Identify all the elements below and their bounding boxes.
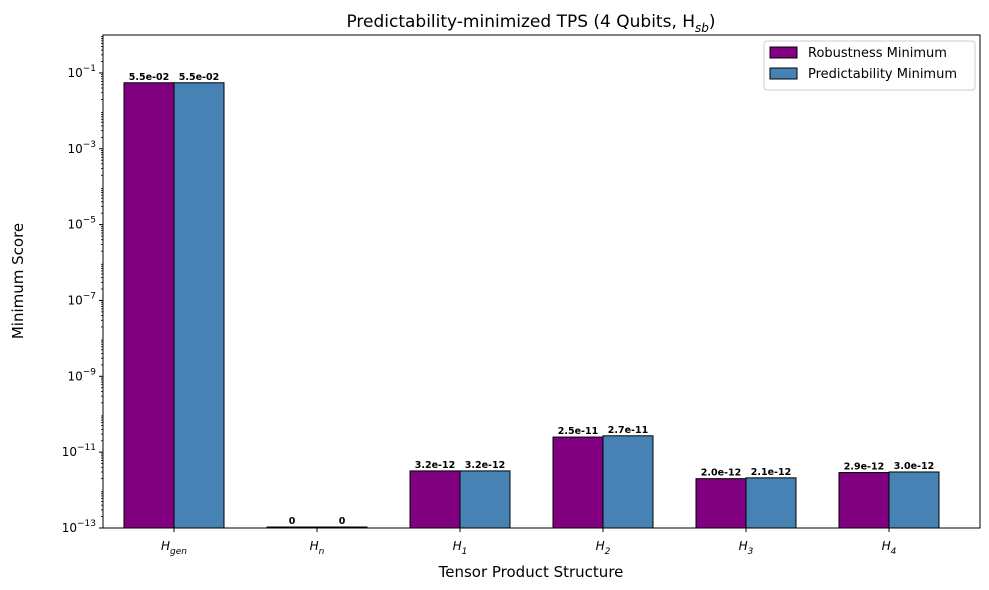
data-label: 3.2e-12 — [465, 460, 505, 471]
x-tick-label: H2 — [596, 539, 611, 557]
data-label: 3.2e-12 — [415, 460, 455, 471]
bar — [459, 470, 511, 529]
y-tick-label: 10−9 — [67, 367, 96, 383]
y-tick-label: 10−13 — [62, 519, 96, 535]
legend: Robustness Minimum Predictability Minimum — [763, 40, 976, 91]
y-tick-label: 10−7 — [67, 291, 96, 307]
legend-label: Predictability Minimum — [808, 67, 957, 82]
data-label: 0 — [339, 516, 346, 527]
data-label: 5.5e-02 — [179, 72, 219, 83]
x-tick-label: Hn — [310, 539, 325, 557]
chart-title: Predictability-minimized TPS (4 Qubits, … — [346, 12, 715, 35]
legend-box — [763, 40, 976, 91]
legend-swatch — [769, 46, 798, 59]
bar — [409, 470, 461, 529]
bar — [745, 477, 797, 529]
x-tick-label: Hgen — [161, 539, 187, 557]
plot-area: 10−13 10−11 10−9 10−7 10−5 10−3 10−1 5.5e-02 5.5… — [62, 36, 940, 557]
bar — [552, 436, 604, 529]
plot-frame — [102, 34, 981, 529]
data-label: 2.5e-11 — [558, 426, 598, 437]
bar — [123, 82, 175, 529]
x-tick-label: H4 — [882, 539, 897, 557]
data-label: 2.9e-12 — [844, 462, 884, 473]
data-label: 5.5e-02 — [129, 72, 169, 83]
x-tick-label: H3 — [739, 539, 754, 557]
data-label: 2.7e-11 — [608, 425, 648, 436]
data-label: 2.1e-12 — [751, 467, 791, 478]
y-axis-label: Minimum Score — [9, 223, 27, 339]
x-axis-label: Tensor Product Structure — [438, 563, 624, 581]
data-label: 2.0e-12 — [701, 468, 741, 479]
y-tick-label: 10−11 — [62, 443, 96, 459]
y-tick-label: 10−3 — [67, 140, 96, 156]
bar — [602, 435, 654, 529]
bar — [173, 82, 225, 529]
data-label: 0 — [289, 516, 296, 527]
x-tick-label: H1 — [453, 539, 468, 557]
bar — [695, 478, 747, 529]
bar — [888, 471, 940, 529]
legend-swatch — [769, 67, 798, 80]
y-tick-label: 10−5 — [67, 216, 96, 232]
y-tick-label: 10−1 — [67, 64, 96, 80]
legend-label: Robustness Minimum — [808, 46, 947, 61]
data-label: 3.0e-12 — [894, 461, 934, 472]
bar — [838, 472, 890, 529]
